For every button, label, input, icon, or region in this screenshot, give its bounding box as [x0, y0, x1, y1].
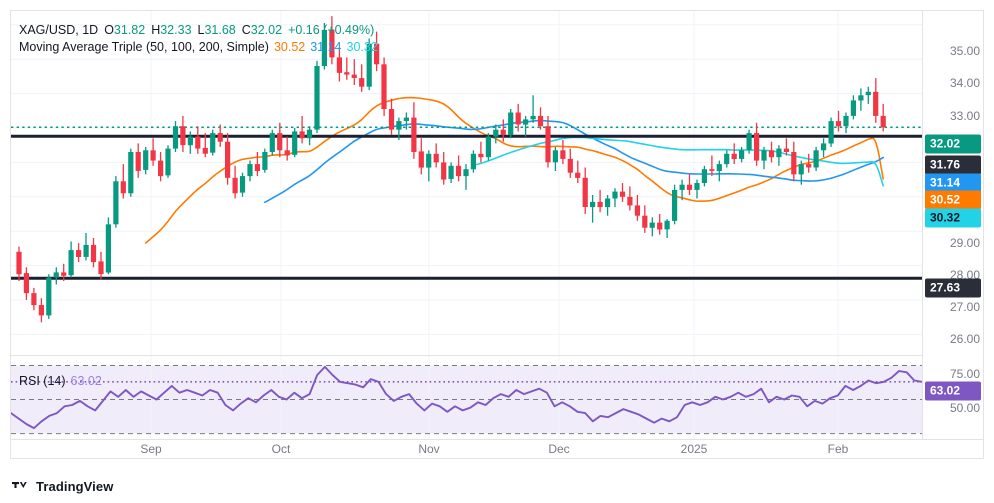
legend-indicator-row[interactable]: Moving Average Triple (50, 100, 200, Sim…	[19, 40, 378, 55]
rsi-chart-svg	[11, 356, 922, 439]
rsi-axis-tick: 75.00	[949, 367, 980, 381]
time-axis-label: 2025	[680, 442, 708, 456]
symbol-label[interactable]: XAG/USD, 1D	[19, 23, 99, 37]
brand-label: TradingView	[36, 479, 114, 494]
rsi-axis-badge[interactable]: 63.02	[925, 381, 981, 401]
open-value: 31.82	[113, 23, 146, 37]
price-axis-badge[interactable]: 30.52	[925, 190, 981, 210]
time-axis[interactable]: Sep Oct Nov Dec 2025 Feb	[11, 440, 983, 458]
ma50-value: 30.52	[273, 40, 306, 54]
change-value: +0.16 (+0.49%)	[288, 23, 375, 37]
chart-legend: XAG/USD, 1D O31.82 H32.33 L31.68 C32.02 +0.16…	[19, 23, 378, 57]
time-axis-label: Nov	[418, 442, 440, 456]
close-label: C	[241, 23, 251, 37]
price-axis-badge[interactable]: 32.02	[925, 134, 981, 154]
price-axis-tick: 34.00	[949, 76, 980, 90]
high-value: 32.33	[160, 23, 192, 37]
indicator-name[interactable]: Moving Average Triple	[19, 40, 143, 54]
legend-ohlc-row[interactable]: XAG/USD, 1D O31.82 H32.33 L31.68 C32.02 +0.16…	[19, 23, 378, 38]
candlestick-series	[16, 16, 886, 323]
open-label: O	[104, 23, 114, 37]
time-axis-label: Feb	[827, 442, 849, 456]
chart-frame: 35.00 34.00 33.00 29.00 28.00 27.00 26.00 75.00…	[10, 10, 984, 459]
price-axis-badge[interactable]: 31.14	[925, 173, 981, 193]
indicator-params: (50, 100, 200, Simple)	[145, 40, 269, 54]
price-axis[interactable]: 35.00 34.00 33.00 29.00 28.00 27.00 26.00 75.00…	[923, 11, 983, 439]
price-axis-tick: 33.00	[949, 109, 980, 123]
time-axis-label: Sep	[140, 442, 162, 456]
rsi-axis-tick: 50.00	[949, 401, 980, 415]
price-axis-tick: 35.00	[949, 44, 980, 58]
price-axis-divider	[922, 11, 923, 439]
price-axis-badge[interactable]: 27.63	[925, 278, 981, 298]
high-label: H	[151, 23, 161, 37]
price-chart-svg	[11, 11, 922, 355]
rsi-pane[interactable]	[11, 356, 922, 439]
time-axis-divider	[11, 439, 983, 440]
price-axis-badge[interactable]: 30.32	[925, 208, 981, 228]
price-axis-tick: 29.00	[949, 236, 980, 250]
ma-200-line	[472, 136, 884, 187]
rsi-name[interactable]: RSI (14)	[19, 374, 66, 388]
pane-divider	[11, 355, 922, 356]
time-axis-label: Oct	[271, 442, 291, 456]
rsi-value: 63.02	[70, 374, 102, 388]
time-axis-label: Dec	[548, 442, 570, 456]
rsi-legend[interactable]: RSI (14) 63.02	[19, 374, 102, 388]
tradingview-brand[interactable]: TradingView	[12, 479, 113, 494]
ma200-value: 30.32	[346, 40, 378, 54]
rsi-line	[11, 365, 922, 430]
ma100-value: 31.14	[310, 40, 342, 54]
price-axis-badge[interactable]: 31.76	[925, 155, 981, 175]
close-value: 32.02	[250, 23, 283, 37]
price-axis-tick: 27.00	[949, 300, 980, 314]
price-axis-tick: 26.00	[949, 332, 980, 346]
low-value: 31.68	[204, 23, 236, 37]
ma-100-line	[264, 119, 884, 204]
tradingview-logo-icon	[12, 481, 27, 488]
price-pane[interactable]	[11, 11, 922, 355]
low-label: L	[197, 23, 205, 37]
